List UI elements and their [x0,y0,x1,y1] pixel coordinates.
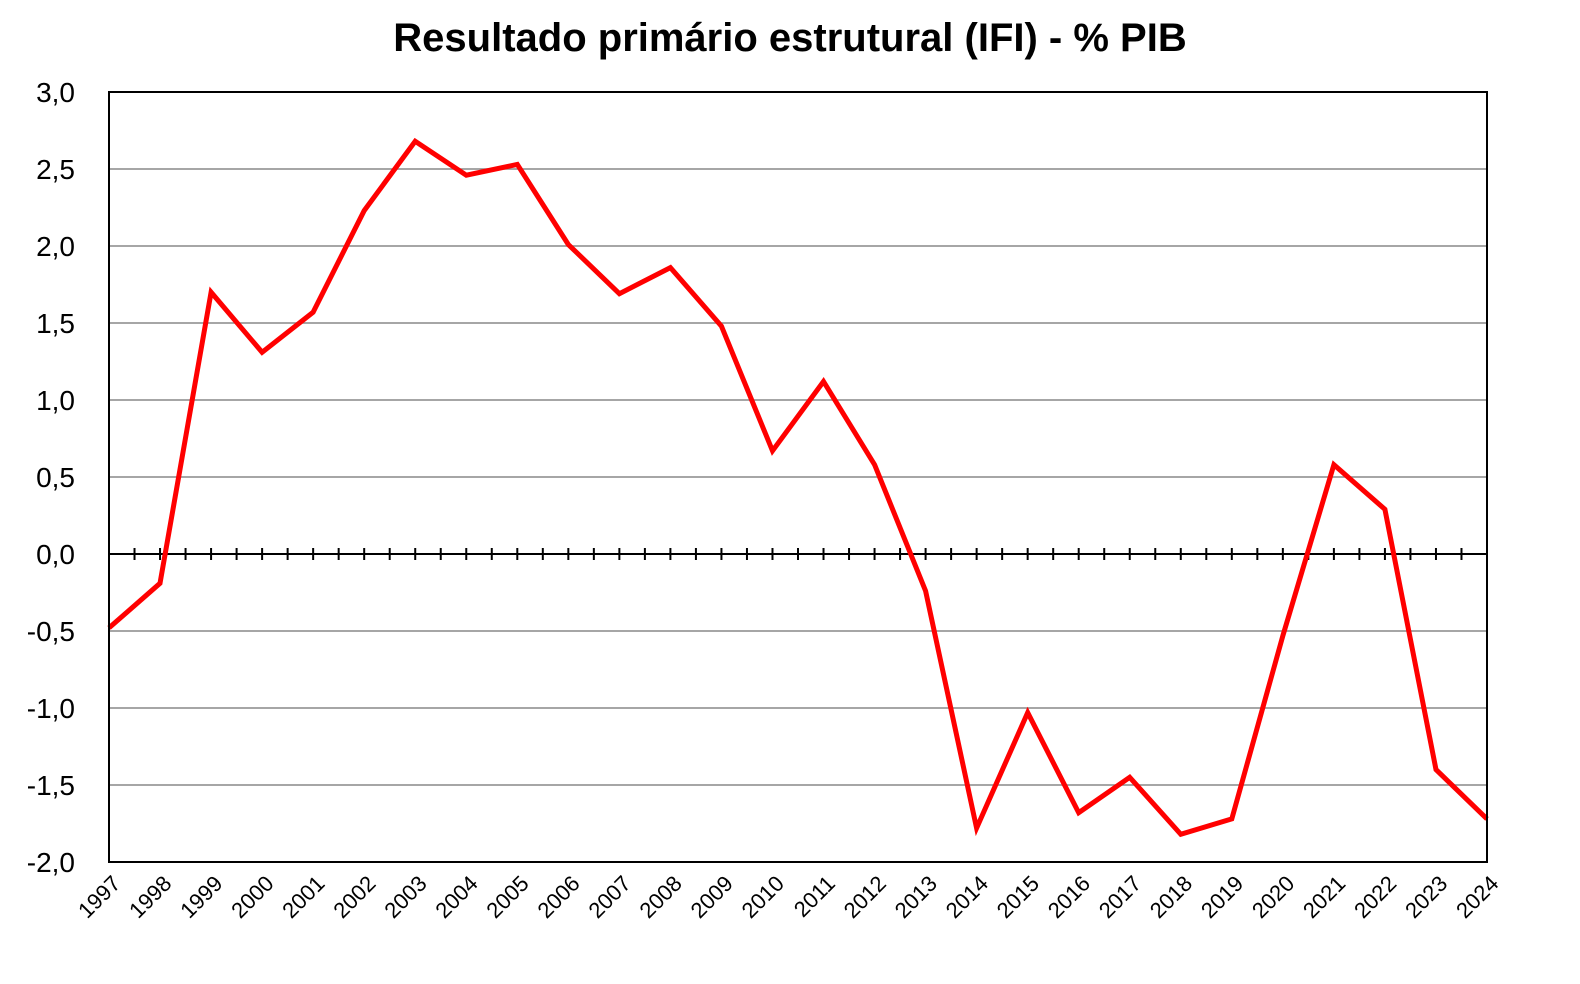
data-point [720,325,722,327]
x-tick-label: 2023 [1400,871,1452,923]
series-layer [107,137,1489,838]
gridlines [109,91,1487,863]
x-tick-label: 2000 [226,871,278,923]
y-tick-label: 1,5 [36,308,75,339]
data-point [976,827,978,829]
data-point [771,450,773,452]
x-tick-label: 2018 [1145,871,1197,923]
x-tick-label: 2001 [277,871,329,923]
y-tick-label: 2,5 [36,154,75,185]
x-tick-label: 2011 [789,871,840,922]
zero-axis [108,548,1488,560]
y-tick-label: 1,0 [36,385,75,416]
data-point [618,293,620,295]
x-tick-label: 2024 [1451,871,1503,923]
x-tick-label: 2007 [584,871,636,923]
data-point [669,267,671,269]
data-point [925,590,927,592]
y-tick-label: -1,0 [27,693,75,724]
data-point [363,210,365,212]
x-tick-label: 2017 [1094,871,1146,923]
data-point [465,174,467,176]
x-tick-label: 2013 [890,871,942,923]
data-point [1129,776,1131,778]
data-point [159,582,161,584]
series-line [107,137,1489,838]
x-tick-label: 1997 [73,871,125,923]
y-tick-label: -0,5 [27,616,75,647]
y-tick-label: -1,5 [27,770,75,801]
data-point [874,464,876,466]
x-tick-label: 2009 [686,871,738,923]
data-point [414,140,416,142]
data-point [516,163,518,165]
x-tick-label: 2003 [379,871,431,923]
chart-title: Resultado primário estrutural (IFI) - % … [393,16,1187,60]
x-tick-label: 2021 [1298,871,1350,923]
y-tick-label: 2,0 [36,231,75,262]
x-tick-label: 2004 [430,871,482,923]
x-tick-label: 2010 [737,871,789,923]
data-point [1384,508,1386,510]
data-point [1333,464,1335,466]
data-point [1180,833,1182,835]
y-tick-label: 0,5 [36,462,75,493]
x-tick-label: 2019 [1196,871,1248,923]
data-point [1282,635,1284,637]
x-tick-label: 2022 [1349,871,1401,923]
x-tick-label: 2014 [941,871,993,923]
data-point [210,291,212,293]
data-point [1078,812,1080,814]
x-tick-label: 1999 [175,871,227,923]
data-point [261,351,263,353]
x-tick-label: 2016 [1043,871,1095,923]
x-axis-tick-labels: 1997199819992000200120022003200420052006… [73,871,1503,923]
plot-frame [108,91,1488,863]
data-point [1027,712,1029,714]
x-tick-label: 2015 [992,871,1044,923]
data-point [1435,769,1437,771]
data-point [312,311,314,313]
y-tick-label: -2,0 [27,847,75,878]
x-tick-label: 2012 [839,871,891,923]
x-tick-label: 2006 [532,871,584,923]
data-point [1231,818,1233,820]
y-tick-label: 0,0 [36,539,75,570]
y-axis-tick-labels: 3,0 2,5 2,0 1,5 1,0 0,5 0,0 -0,5 -1,0 -1,5 -2,0 [27,77,75,878]
x-tick-label: 2005 [481,871,533,923]
x-tick-label: 1998 [124,871,176,923]
data-point [567,243,569,245]
x-tick-label: 2020 [1247,871,1299,923]
y-tick-label: 3,0 [36,77,75,108]
x-tick-label: 2002 [328,871,380,923]
x-tick-label: 2008 [635,871,687,923]
data-point [823,381,825,383]
